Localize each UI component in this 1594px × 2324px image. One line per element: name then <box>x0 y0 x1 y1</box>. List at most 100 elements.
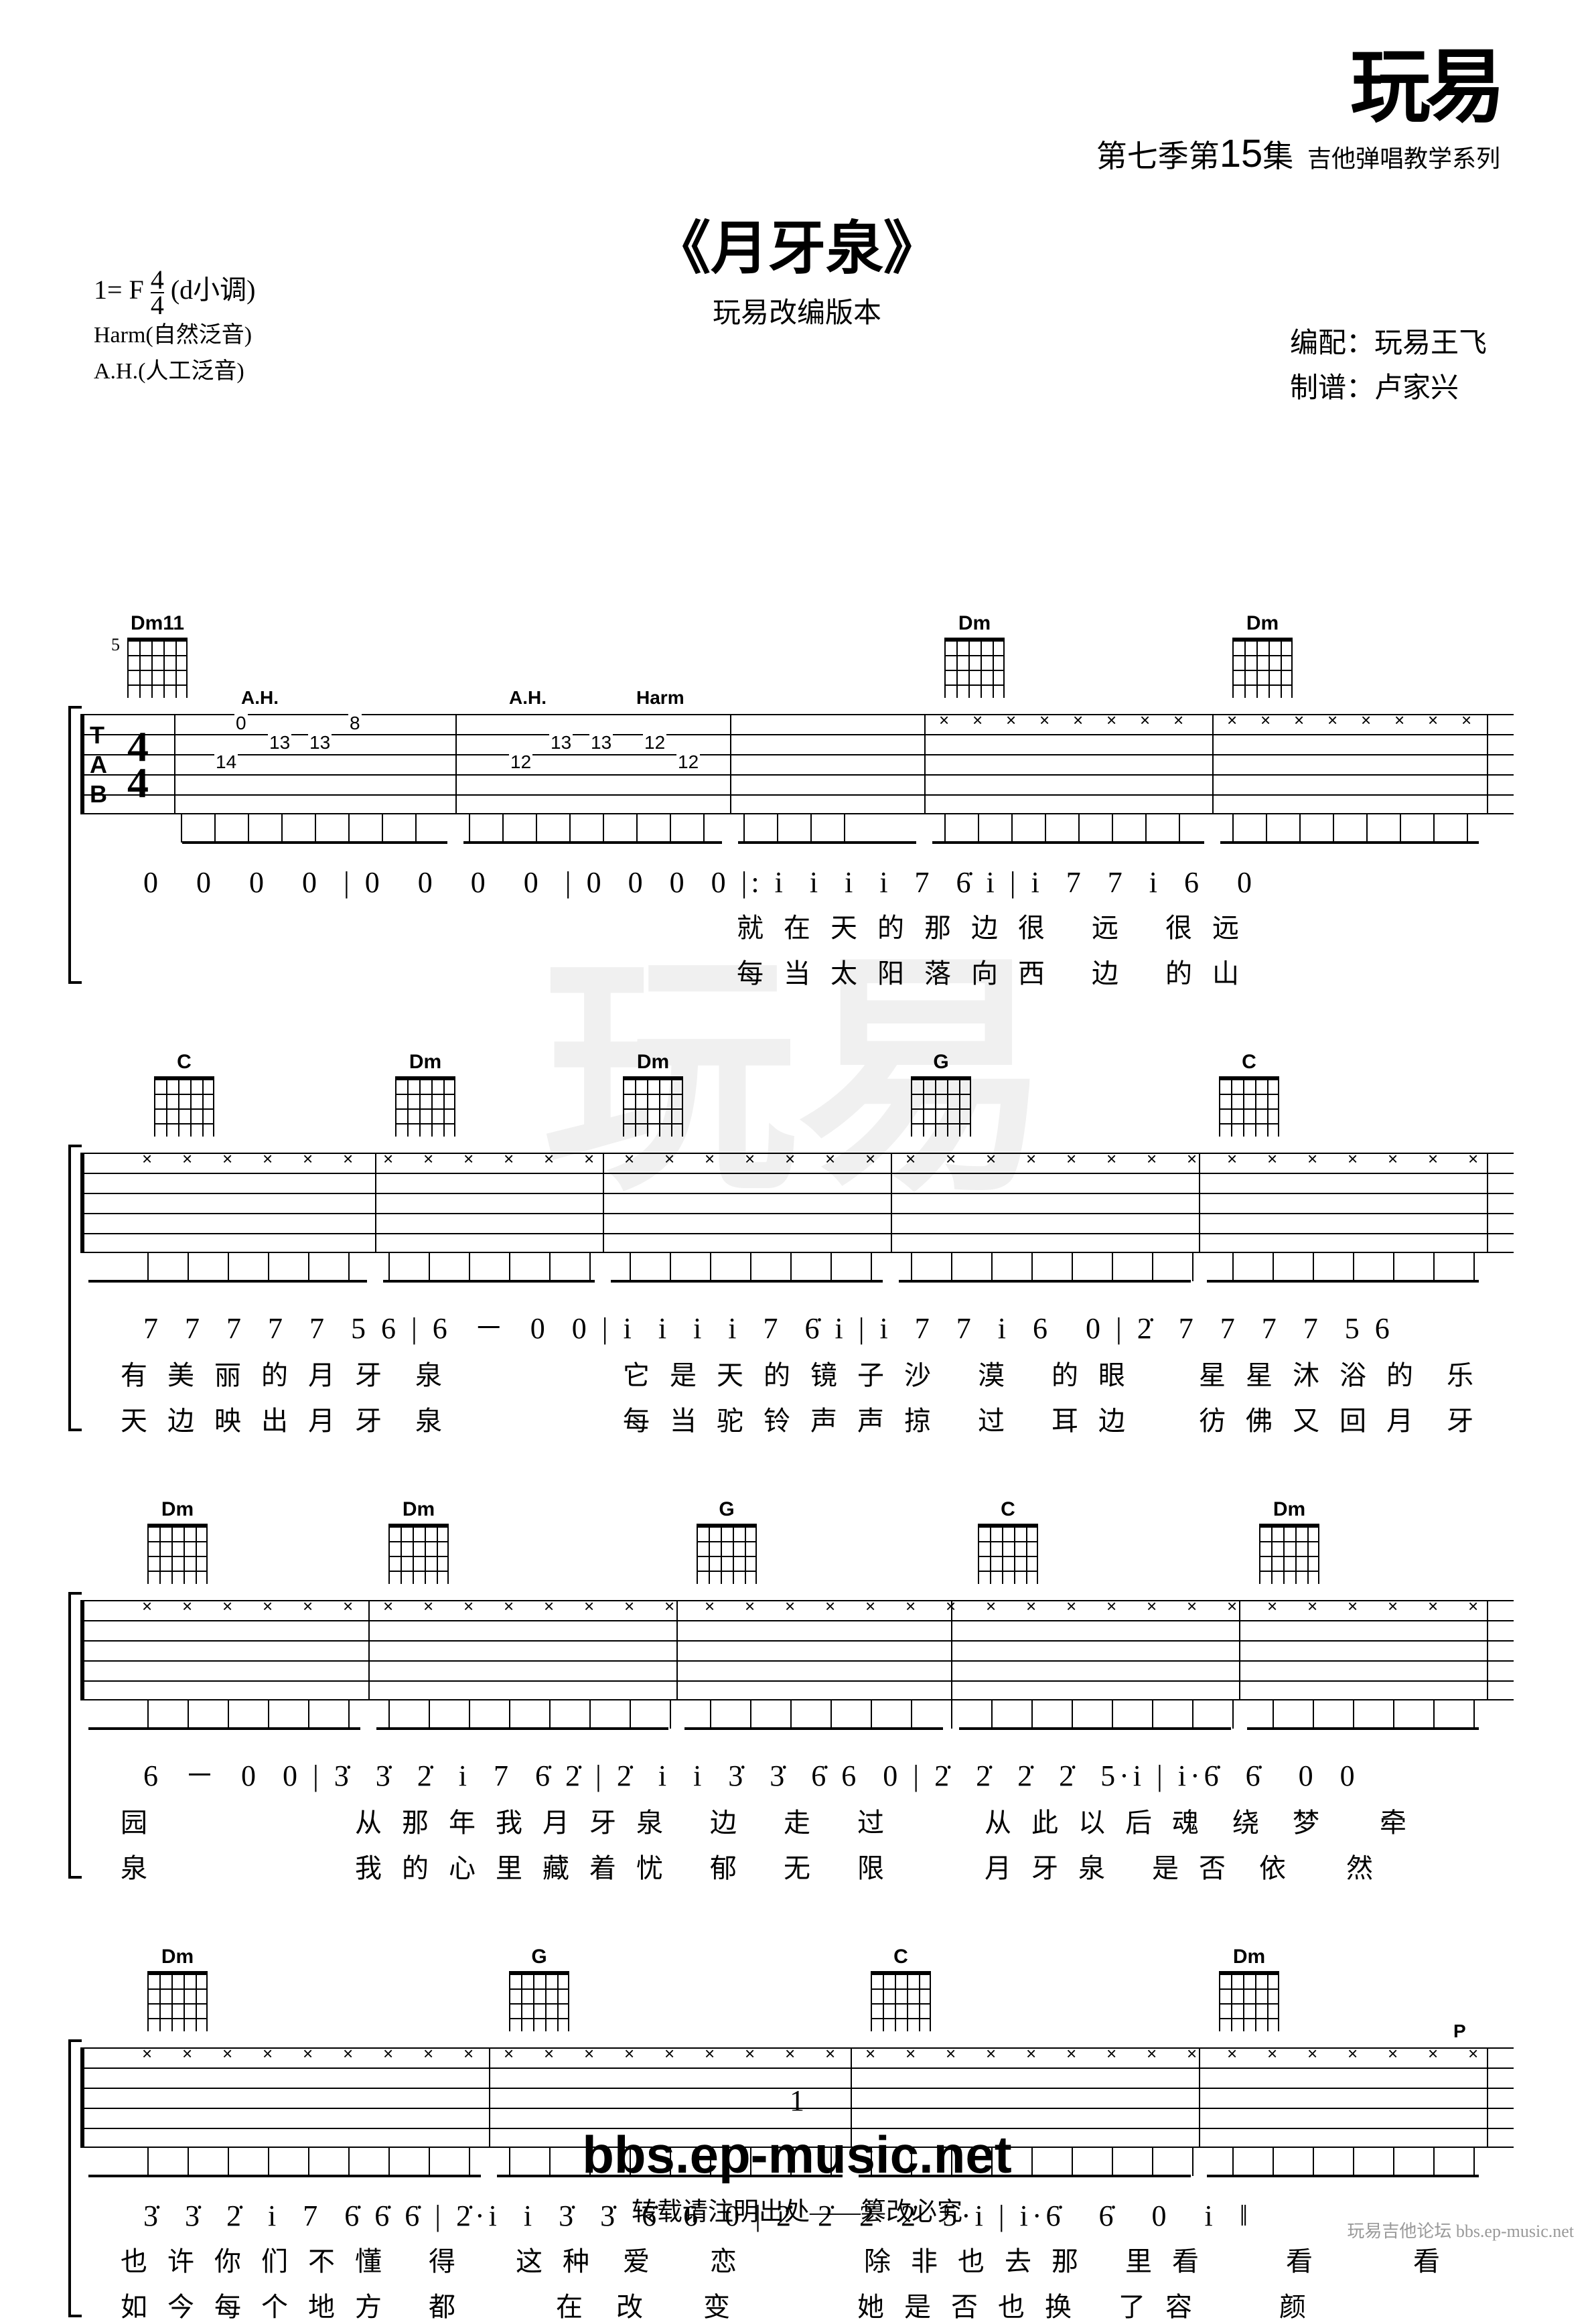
meta-left: 1= F 4 4 (d小调) Harm(自然泛音) A.H.(人工泛音) <box>94 268 255 390</box>
strum-mark: × <box>383 1149 393 1169</box>
chord-diagram: Dm <box>147 1946 208 2031</box>
strum-mark: × <box>905 2043 916 2064</box>
chord-name: C <box>978 1498 1038 1521</box>
strum-mark: × <box>222 1149 232 1169</box>
fret-number: 14 <box>214 751 238 773</box>
chord-diagram: Dm <box>623 1051 683 1137</box>
corner-watermark: 玩易吉他论坛 bbs.ep-music.net <box>1347 2218 1574 2242</box>
strum-mark: × <box>1227 2043 1237 2064</box>
strum-mark: × <box>1428 710 1438 731</box>
lyric-line: 天 边 映 出 月 牙 泉 每 当 驼 铃 声 声 掠 过 耳 边 彷 佛 又 … <box>80 1399 1514 1438</box>
strum-mark: × <box>423 1596 433 1617</box>
strum-mark: × <box>705 2043 715 2064</box>
beam <box>932 841 1204 844</box>
strum-mark: × <box>504 1149 514 1169</box>
strum-mark: × <box>1327 710 1337 731</box>
beam <box>1207 1280 1479 1283</box>
beam <box>611 1280 883 1283</box>
fret-number: 13 <box>589 732 613 753</box>
strum-mark: × <box>1294 710 1304 731</box>
strum-mark: × <box>624 1596 634 1617</box>
chord-name: Dm <box>147 1946 208 1968</box>
strum-mark: × <box>624 1149 634 1169</box>
fret-number: 13 <box>268 732 291 753</box>
barline <box>1487 715 1488 813</box>
season-number: 15 <box>1220 132 1263 175</box>
fret-number: 13 <box>308 732 332 753</box>
chord-grid <box>978 1524 1038 1584</box>
strum-mark: × <box>1026 1149 1036 1169</box>
arranger-line: 编配：玩易王飞 <box>1290 321 1487 366</box>
chord-name: Dm <box>623 1051 683 1074</box>
chord-name: G <box>509 1946 569 1968</box>
strum-mark: × <box>825 1596 835 1617</box>
strum-mark: × <box>544 1149 554 1169</box>
strum-mark: × <box>222 1596 232 1617</box>
ah-note: A.H.(人工泛音) <box>94 354 255 390</box>
season-line: 第七季第15集 吉他弹唱教学系列 <box>1096 131 1500 176</box>
barline <box>730 715 731 813</box>
technique-label: P <box>1453 2021 1466 2042</box>
chord-name: G <box>911 1051 971 1074</box>
chord-name: Dm <box>944 612 1005 635</box>
fret-number: 8 <box>348 713 362 734</box>
arranger-label: 编配： <box>1290 328 1374 359</box>
strum-mark: × <box>142 1149 152 1169</box>
technique-label: A.H. <box>241 687 279 709</box>
barline <box>924 715 926 813</box>
strum-mark: × <box>1066 2043 1076 2064</box>
beam <box>88 1727 360 1730</box>
strum-mark: × <box>1227 710 1237 731</box>
strum-mark: × <box>986 1149 996 1169</box>
strum-mark: × <box>343 1149 353 1169</box>
strum-mark: × <box>664 1596 674 1617</box>
strum-mark: × <box>1348 1596 1358 1617</box>
beam-row <box>80 1700 1514 1733</box>
strum-mark: × <box>1348 2043 1358 2064</box>
chord-name: Dm <box>395 1051 455 1074</box>
barline <box>891 1154 892 1252</box>
fret-number: 12 <box>509 751 532 773</box>
strum-mark: × <box>865 1149 875 1169</box>
strum-mark: × <box>544 2043 554 2064</box>
strum-mark: × <box>745 1596 755 1617</box>
strum-mark: × <box>1267 1149 1277 1169</box>
strum-mark: × <box>303 1596 313 1617</box>
transcriber-line: 制谱：卢家兴 <box>1290 366 1487 411</box>
barline <box>676 1601 678 1699</box>
strum-mark: × <box>1428 1149 1438 1169</box>
chord-grid <box>1219 1076 1279 1137</box>
key-signature: 1= F 4 4 (d小调) <box>94 268 255 317</box>
strum-mark: × <box>1468 1149 1478 1169</box>
systems-container: Dm115DmDmTAB44A.H.A.H.Harm01313814121313… <box>80 612 1514 2324</box>
chord-name: Dm11 <box>127 612 188 635</box>
jianpu-notation: 7 7 7 7 7 5 6 | 6 － 0 0 | i i i i 7 6̇ i… <box>80 1304 1514 1347</box>
chord-diagram: Dm <box>147 1498 208 1584</box>
lyric-line: 也 许 你 们 不 懂 得 这 种 爱 恋 除 非 也 去 那 里 看 看 看 <box>80 2240 1514 2278</box>
lyric-line: 每 当 太 阳 落 向 西 边 的 山 <box>80 952 1514 991</box>
beam <box>463 841 722 844</box>
strum-mark: × <box>1187 2043 1197 2064</box>
strum-mark: × <box>986 1596 996 1617</box>
strum-mark: × <box>1106 1596 1116 1617</box>
strum-mark: × <box>463 1596 474 1617</box>
strum-mark: × <box>222 2043 232 2064</box>
chord-grid <box>127 638 188 698</box>
tab-timesig: 44 <box>127 729 149 802</box>
time-bot: 4 <box>151 293 164 317</box>
chord-diagram: C <box>978 1498 1038 1584</box>
beam <box>959 1727 1231 1730</box>
chord-diagram: C <box>871 1946 931 2031</box>
page-number: 1 <box>0 2084 1594 2118</box>
chord-diagram: Dm <box>395 1051 455 1137</box>
strum-mark: × <box>1173 710 1183 731</box>
song-title: 《月牙泉》 <box>80 201 1514 285</box>
barline <box>455 715 457 813</box>
tab-staff: TAB44A.H.A.H.Harm013138141213131212×××××… <box>80 714 1514 814</box>
strum-mark: × <box>664 1149 674 1169</box>
jianpu-notation: 0 0 0 0 | 0 0 0 0 | 0 0 0 0 |: i i i i 7… <box>80 865 1514 899</box>
chord-diagram: C <box>154 1051 214 1137</box>
fret-number: 12 <box>643 732 666 753</box>
barline <box>368 1601 370 1699</box>
strum-mark: × <box>1187 1149 1197 1169</box>
